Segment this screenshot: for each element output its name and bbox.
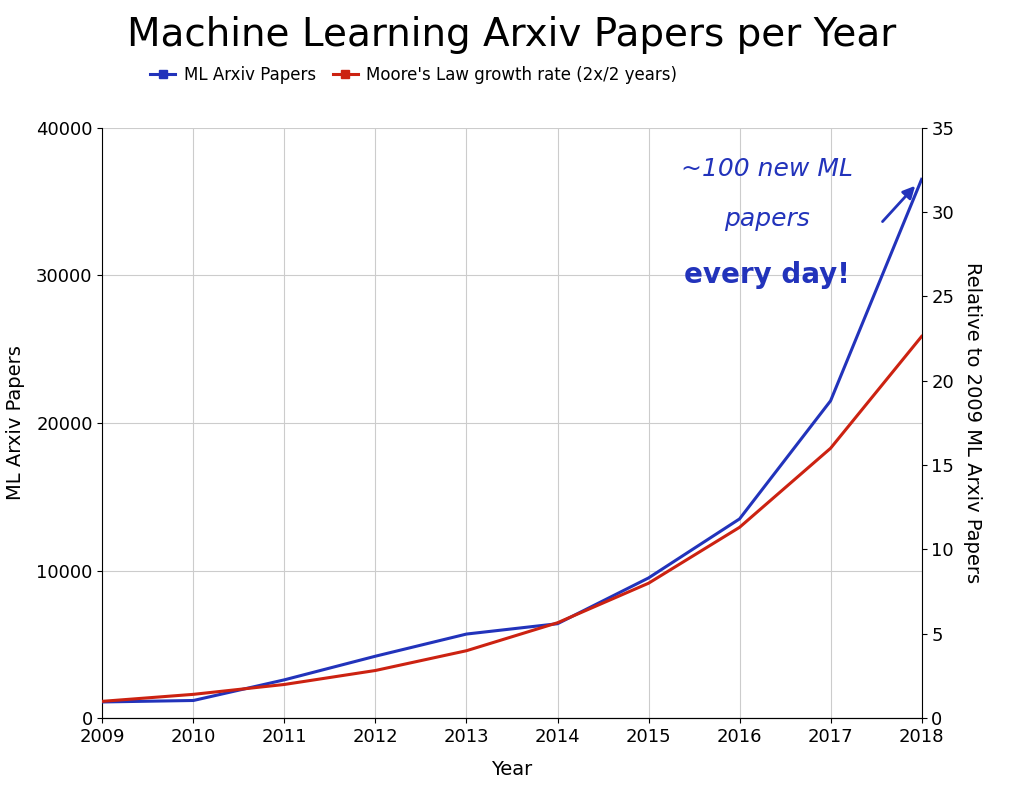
Text: papers: papers (724, 207, 810, 231)
Text: ~100 new ML: ~100 new ML (681, 157, 853, 181)
Legend: ML Arxiv Papers, Moore's Law growth rate (2x/2 years): ML Arxiv Papers, Moore's Law growth rate… (143, 59, 684, 91)
Y-axis label: Relative to 2009 ML Arxiv Papers: Relative to 2009 ML Arxiv Papers (964, 263, 982, 583)
Text: Machine Learning Arxiv Papers per Year: Machine Learning Arxiv Papers per Year (127, 16, 897, 54)
Y-axis label: ML Arxiv Papers: ML Arxiv Papers (6, 346, 25, 500)
Text: every day!: every day! (684, 261, 850, 290)
X-axis label: Year: Year (492, 760, 532, 779)
